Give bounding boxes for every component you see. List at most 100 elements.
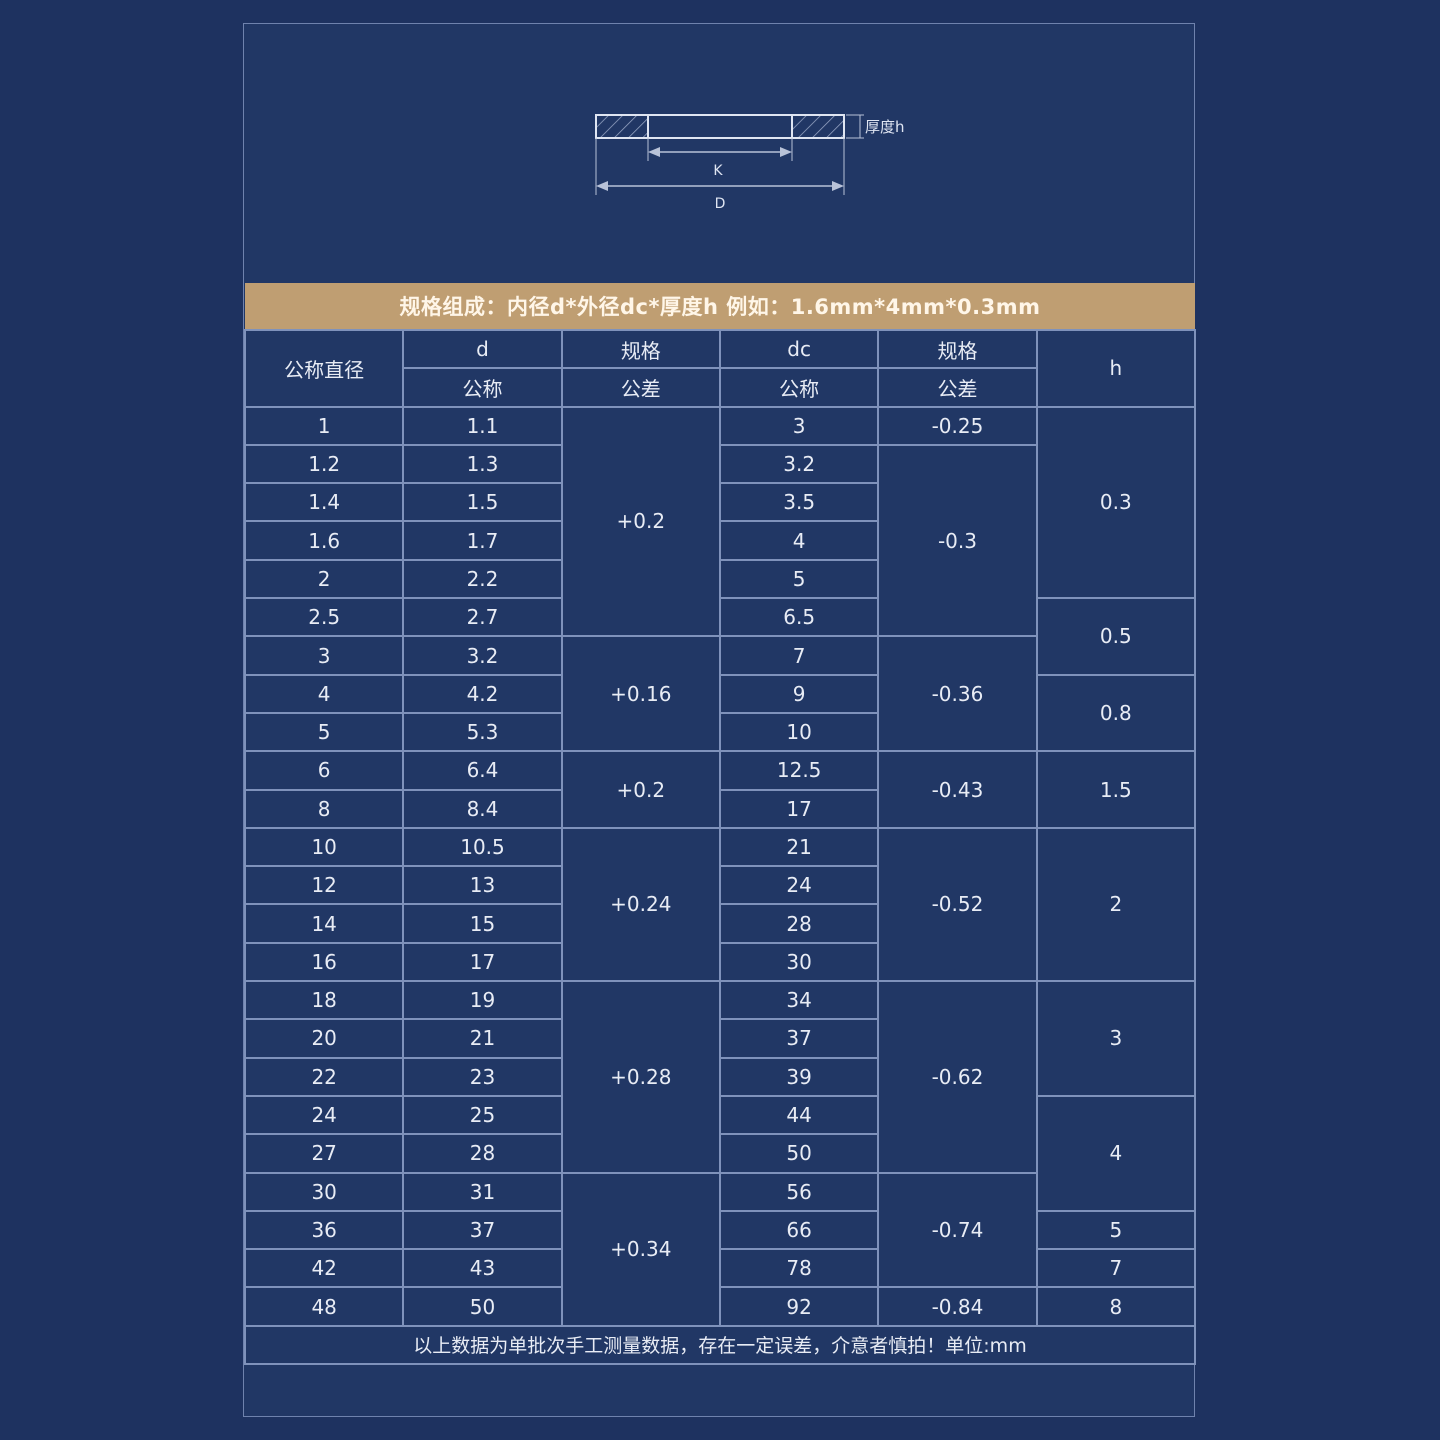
h-cell: 0.8 — [1037, 675, 1194, 751]
d-cell: 1.1 — [404, 407, 561, 444]
nominal-cell: 1 — [246, 407, 403, 444]
table-row: 14 15 28 — [246, 905, 1194, 942]
nominal-cell: 3 — [246, 637, 403, 674]
d-cell: 28 — [404, 1135, 561, 1172]
d-cell: 19 — [404, 982, 561, 1019]
table-row: 20 21 37 — [246, 1020, 1194, 1057]
dc-cell: 3.5 — [720, 484, 878, 521]
d-cell: 23 — [404, 1058, 561, 1095]
dc-cell: 66 — [720, 1211, 878, 1249]
header-row: 公称直径 d 规格 dc 规格 h — [246, 331, 1194, 406]
footer-row: 以上数据为单批次手工测量数据，存在一定误差，介意者慎拍！单位:mm — [246, 1326, 1194, 1363]
d-tolerance-cell: +0.2 — [562, 407, 719, 636]
header-subrow: 公称 公差 公称 公差 — [246, 369, 1194, 406]
thickness-label: 厚度h — [865, 118, 905, 136]
h-cell: 3 — [1037, 982, 1194, 1095]
nominal-cell: 1.6 — [246, 522, 403, 559]
dc-cell: 92 — [720, 1288, 878, 1325]
table-row: 1.4 1.5 3.5 — [246, 484, 1194, 521]
dc-tolerance-cell: -0.84 — [879, 1288, 1036, 1325]
h-cell: 0.5 — [1037, 599, 1194, 674]
d-cell: 13 — [404, 867, 561, 904]
table-row: 48 50 92 -0.84 8 — [246, 1288, 1194, 1325]
d-tolerance-cell: +0.2 — [562, 752, 719, 827]
d-tolerance-cell: +0.34 — [562, 1173, 719, 1325]
h-cell: 0.3 — [1037, 407, 1194, 598]
table-row: 2 2.2 5 — [246, 560, 1194, 598]
d-cell: 25 — [404, 1096, 561, 1134]
d-cell: 17 — [404, 943, 561, 981]
table-row: 4 4.2 9 0.8 — [246, 675, 1194, 751]
d-cell: 43 — [404, 1250, 561, 1287]
header-h: h — [1037, 331, 1194, 406]
nominal-cell: 10 — [246, 828, 403, 866]
table-row: 18 19 +0.28 34 -0.62 3 — [246, 982, 1194, 1172]
footer-note: 以上数据为单批次手工测量数据，存在一定误差，介意者慎拍！单位:mm — [246, 1326, 1194, 1363]
d-cell: 4.2 — [404, 675, 561, 712]
d-cell: 10.5 — [404, 828, 561, 866]
dc-cell: 12.5 — [720, 752, 878, 789]
d-cell: 31 — [404, 1173, 561, 1210]
table-row: 24 25 44 4 — [246, 1096, 1194, 1210]
dc-cell: 4 — [720, 522, 878, 559]
header-dc-sub: 公称 — [720, 369, 878, 406]
dc-tolerance-cell: -0.43 — [879, 752, 1036, 827]
h-cell: 5 — [1037, 1211, 1194, 1249]
dc-cell: 21 — [720, 828, 878, 866]
h-cell: 7 — [1037, 1250, 1194, 1287]
dc-tolerance-cell: -0.74 — [879, 1173, 1036, 1287]
header-dc-tol: 规格 — [879, 331, 1036, 368]
d-cell: 8.4 — [404, 790, 561, 827]
d-cell: 1.5 — [404, 484, 561, 521]
d-cell: 37 — [404, 1211, 561, 1249]
dc-cell: 10 — [720, 713, 878, 751]
d-cell: 1.7 — [404, 522, 561, 559]
d-cell: 2.7 — [404, 599, 561, 636]
h-cell: 4 — [1037, 1096, 1194, 1210]
dc-tolerance-cell: -0.52 — [879, 828, 1036, 981]
spec-format-banner: 规格组成：内径d*外径dc*厚度h 例如：1.6mm*4mm*0.3mm — [245, 283, 1195, 329]
dc-cell: 30 — [720, 943, 878, 981]
nominal-cell: 6 — [246, 752, 403, 789]
table-row: 8 8.4 17 — [246, 790, 1194, 827]
dc-cell: 17 — [720, 790, 878, 827]
table-row: 2.5 2.7 6.5 0.5 — [246, 599, 1194, 674]
table-row: 12 13 24 — [246, 867, 1194, 904]
h-cell: 8 — [1037, 1288, 1194, 1325]
table-row: 3 3.2 +0.16 7 -0.36 — [246, 637, 1194, 751]
dc-tolerance-cell: -0.36 — [879, 637, 1036, 751]
nominal-cell: 20 — [246, 1020, 403, 1057]
header-dc-tol-sub: 公差 — [879, 369, 1036, 406]
dc-cell: 5 — [720, 560, 878, 598]
dc-tolerance-cell: -0.62 — [879, 982, 1036, 1172]
table-row: 1 1.1 +0.2 3 -0.25 0.3 — [246, 407, 1194, 636]
d-tolerance-cell: +0.28 — [562, 982, 719, 1172]
header-nominal: 公称直径 — [246, 331, 403, 406]
d-cell: 6.4 — [404, 752, 561, 789]
table-row: 1.2 1.3 3.2 -0.3 — [246, 445, 1194, 636]
nominal-cell: 48 — [246, 1288, 403, 1325]
table-row: 36 37 66 5 — [246, 1211, 1194, 1249]
dc-tolerance-cell: -0.3 — [879, 445, 1036, 636]
nominal-cell: 16 — [246, 943, 403, 981]
dc-cell: 34 — [720, 982, 878, 1019]
table-row: 30 31 +0.34 56 -0.74 — [246, 1173, 1194, 1325]
table-row: 10 10.5 +0.24 21 -0.52 2 — [246, 828, 1194, 981]
nominal-cell: 24 — [246, 1096, 403, 1134]
d-cell: 5.3 — [404, 713, 561, 751]
dc-cell: 24 — [720, 867, 878, 904]
header-d-tol-sub: 公差 — [562, 369, 719, 406]
dc-cell: 44 — [720, 1096, 878, 1134]
nominal-cell: 1.2 — [246, 445, 403, 483]
d-cell: 2.2 — [404, 560, 561, 598]
dc-cell: 28 — [720, 905, 878, 942]
nominal-cell: 1.4 — [246, 484, 403, 521]
table-row: 6 6.4 +0.2 12.5 -0.43 1.5 — [246, 752, 1194, 827]
nominal-cell: 14 — [246, 905, 403, 942]
h-cell: 1.5 — [1037, 752, 1194, 827]
dc-cell: 3.2 — [720, 445, 878, 483]
table-row: 5 5.3 10 — [246, 713, 1194, 751]
d-cell: 15 — [404, 905, 561, 942]
header-d-tol: 规格 — [562, 331, 719, 368]
nominal-cell: 18 — [246, 982, 403, 1019]
